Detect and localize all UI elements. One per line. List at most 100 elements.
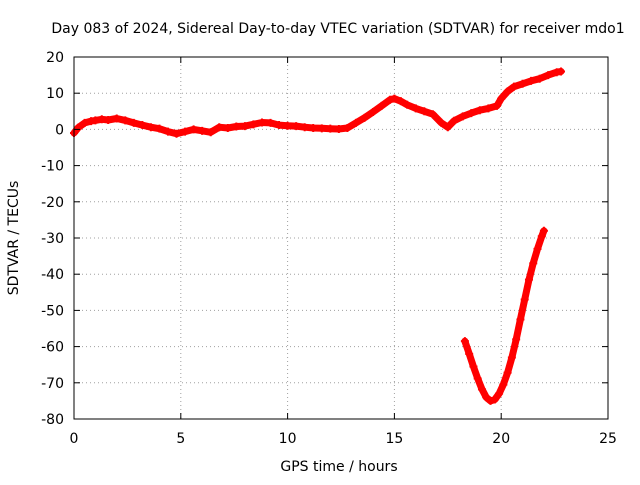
- data-point: [467, 109, 476, 118]
- data-point: [535, 74, 544, 83]
- data-point: [537, 232, 546, 241]
- y-tick-label: -10: [41, 159, 64, 175]
- data-point: [283, 121, 292, 130]
- data-point: [458, 112, 467, 121]
- x-axis-title: GPS time / hours: [280, 459, 397, 475]
- data-point: [155, 124, 164, 133]
- data-point: [309, 123, 318, 132]
- data-point: [403, 100, 412, 109]
- data-point: [266, 118, 275, 127]
- x-tick-label: 25: [599, 431, 617, 447]
- data-point: [477, 385, 486, 394]
- data-point: [512, 335, 521, 344]
- data-point: [507, 353, 516, 362]
- data-point: [529, 259, 538, 268]
- data-point: [129, 118, 138, 127]
- data-point: [240, 122, 249, 131]
- y-tick-label: -80: [41, 412, 64, 428]
- data-point: [206, 128, 215, 137]
- data-point: [527, 76, 536, 85]
- data-point: [215, 123, 224, 132]
- data-point: [503, 87, 512, 96]
- data-point: [326, 124, 335, 133]
- y-tick-label: -40: [41, 267, 64, 283]
- data-point: [396, 97, 405, 106]
- data-point: [499, 380, 508, 389]
- x-tick-label: 10: [279, 431, 297, 447]
- data-point: [334, 125, 343, 134]
- y-tick-label: -70: [41, 376, 64, 392]
- data-point: [249, 120, 258, 129]
- x-tick-label: 20: [492, 431, 510, 447]
- series-1-trace: [70, 68, 565, 138]
- y-tick-label: 0: [55, 122, 64, 138]
- data-point: [351, 118, 360, 127]
- y-tick-label: 20: [46, 50, 64, 66]
- data-point: [492, 101, 501, 110]
- data-point: [292, 122, 301, 131]
- data-point: [475, 106, 484, 115]
- data-point: [172, 129, 181, 138]
- data-point: [121, 116, 130, 125]
- data-point: [497, 94, 506, 103]
- data-point: [524, 275, 533, 284]
- data-point: [428, 110, 437, 119]
- data-point: [146, 123, 155, 132]
- grid: [74, 57, 608, 419]
- data-point: [300, 123, 309, 132]
- data-point: [386, 95, 395, 104]
- data-point: [360, 113, 369, 122]
- data-point: [533, 244, 542, 253]
- data-point: [516, 315, 525, 324]
- data-point: [520, 295, 529, 304]
- data-point: [163, 127, 172, 136]
- data-point: [510, 82, 519, 91]
- data-point: [377, 101, 386, 110]
- data-point: [490, 395, 499, 404]
- data-point: [557, 67, 566, 76]
- data-point: [74, 123, 83, 132]
- data-point: [420, 107, 429, 116]
- data-point: [317, 124, 326, 133]
- data-point: [390, 94, 399, 103]
- data-point: [369, 108, 378, 117]
- data-point: [518, 79, 527, 88]
- data-point: [544, 71, 553, 80]
- y-tick-label: -50: [41, 303, 64, 319]
- axis-ticks: 0 5 10 15 20 25 20 10 0 -10 -20 -30 -40 -50 -60 -70 -80: [41, 50, 617, 447]
- plot-data: [70, 67, 566, 405]
- y-axis-title: SDTVAR / TECUs: [6, 181, 22, 296]
- data-point: [450, 116, 459, 125]
- data-point: [465, 349, 474, 358]
- data-point: [469, 362, 478, 371]
- x-tick-label: 5: [176, 431, 185, 447]
- data-point: [539, 226, 548, 235]
- x-tick-label: 0: [70, 431, 79, 447]
- data-point: [486, 396, 495, 405]
- data-point: [112, 114, 121, 123]
- data-point: [198, 126, 207, 135]
- data-point: [495, 389, 504, 398]
- data-point: [443, 123, 452, 132]
- data-point: [275, 121, 284, 130]
- data-point: [91, 116, 100, 125]
- data-point: [223, 123, 232, 132]
- data-point: [437, 118, 446, 127]
- y-tick-label: 10: [46, 86, 64, 102]
- y-tick-label: -60: [41, 340, 64, 356]
- data-point: [80, 118, 89, 127]
- data-point: [181, 127, 190, 136]
- data-point: [104, 115, 113, 124]
- data-point: [257, 118, 266, 127]
- data-point: [343, 123, 352, 132]
- data-point: [232, 122, 241, 131]
- data-point: [482, 393, 491, 402]
- data-point: [473, 374, 482, 383]
- x-tick-label: 15: [385, 431, 403, 447]
- y-tick-label: -30: [41, 231, 64, 247]
- data-point: [189, 125, 198, 134]
- chart-title: Day 083 of 2024, Sidereal Day-to-day VTE…: [51, 21, 624, 37]
- data-point: [460, 337, 469, 346]
